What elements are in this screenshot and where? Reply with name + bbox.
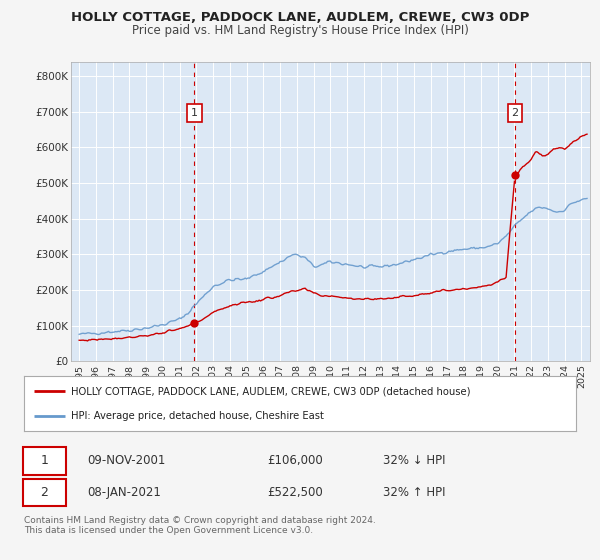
Text: £106,000: £106,000: [267, 454, 323, 467]
Text: HPI: Average price, detached house, Cheshire East: HPI: Average price, detached house, Ches…: [71, 412, 324, 421]
Text: Contains HM Land Registry data © Crown copyright and database right 2024.: Contains HM Land Registry data © Crown c…: [24, 516, 376, 525]
FancyBboxPatch shape: [23, 447, 66, 474]
Text: 08-JAN-2021: 08-JAN-2021: [88, 486, 161, 499]
Text: 09-NOV-2001: 09-NOV-2001: [88, 454, 166, 467]
Text: 2: 2: [511, 108, 518, 118]
Text: This data is licensed under the Open Government Licence v3.0.: This data is licensed under the Open Gov…: [24, 526, 313, 535]
Text: HOLLY COTTAGE, PADDOCK LANE, AUDLEM, CREWE, CW3 0DP: HOLLY COTTAGE, PADDOCK LANE, AUDLEM, CRE…: [71, 11, 529, 24]
Text: HOLLY COTTAGE, PADDOCK LANE, AUDLEM, CREWE, CW3 0DP (detached house): HOLLY COTTAGE, PADDOCK LANE, AUDLEM, CRE…: [71, 386, 470, 396]
Text: 32% ↑ HPI: 32% ↑ HPI: [383, 486, 445, 499]
Text: £522,500: £522,500: [267, 486, 323, 499]
Text: 32% ↓ HPI: 32% ↓ HPI: [383, 454, 445, 467]
Text: Price paid vs. HM Land Registry's House Price Index (HPI): Price paid vs. HM Land Registry's House …: [131, 24, 469, 36]
Text: 1: 1: [40, 454, 49, 467]
FancyBboxPatch shape: [23, 479, 66, 506]
Text: 1: 1: [191, 108, 197, 118]
Text: 2: 2: [40, 486, 49, 499]
